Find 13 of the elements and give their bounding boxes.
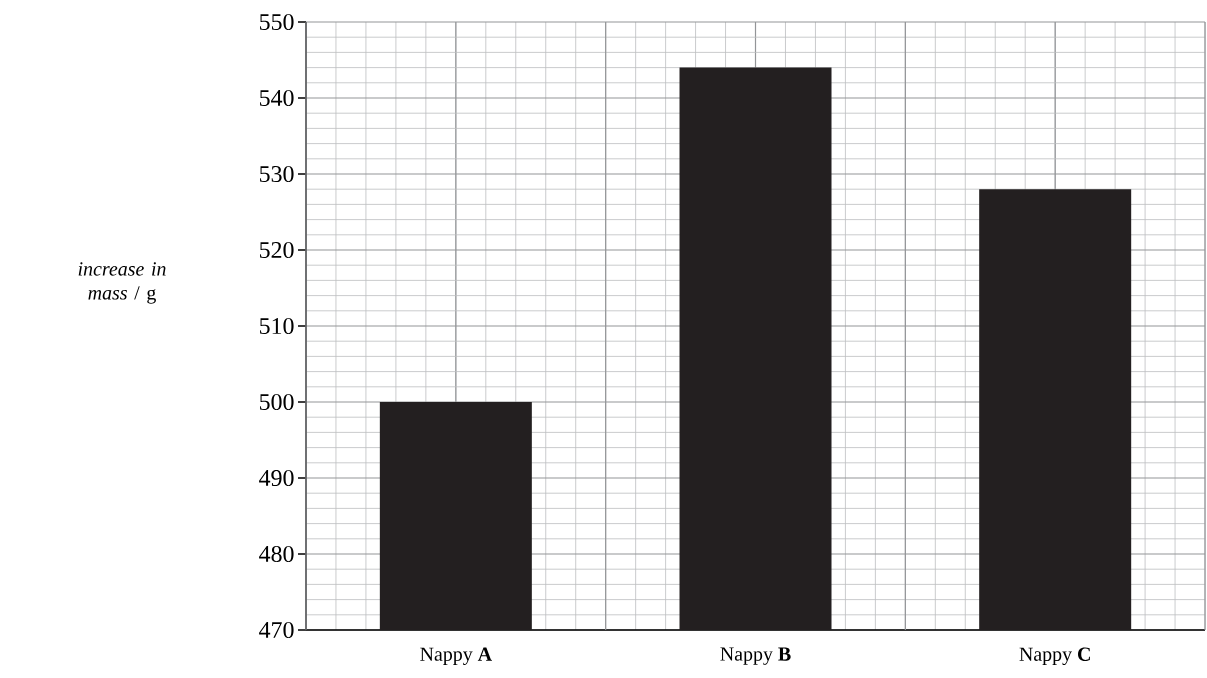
y-tick-label: 470 [259, 621, 294, 639]
y-tick-label: 520 [260, 241, 294, 259]
y-tick-label: 550 [260, 13, 294, 31]
y-tick-label: 500 [260, 393, 294, 411]
x-tick-label: Nappy C [1019, 647, 1090, 666]
x-tick-label: Nappy B [720, 647, 791, 665]
y-tick-label: 480 [259, 545, 294, 563]
y-tick-label: 490 [259, 469, 294, 487]
y-tick-label: 530 [260, 165, 294, 183]
y-axis-title: increase in mass / g [78, 262, 166, 304]
y-tick-label: 510 [260, 317, 294, 335]
y-tick-label: 540 [260, 89, 294, 107]
x-tick-label: Nappy A [420, 647, 492, 665]
